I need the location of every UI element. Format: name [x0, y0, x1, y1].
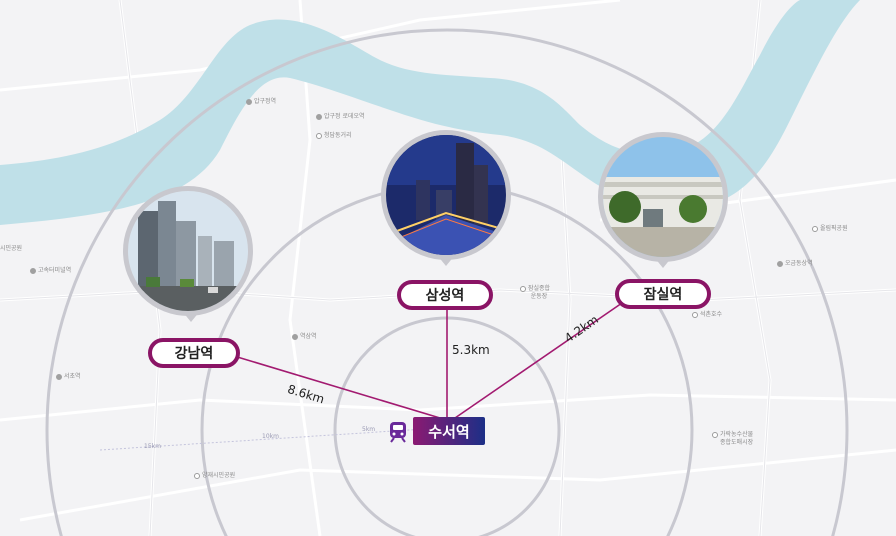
- station-label-jamsil[interactable]: 잠실역: [615, 279, 711, 309]
- gangnam-photo-image: [128, 191, 248, 311]
- poi-ogeum: 오금동상역: [777, 260, 813, 268]
- poi-dot-icon: [712, 431, 718, 438]
- poi-dot-icon: [30, 267, 36, 274]
- poi-garak: 가락농수산물 종합도매시장: [712, 431, 753, 447]
- poi-left-edge: 시민공원: [0, 245, 23, 252]
- poi-express-bus: 고속터미널역: [30, 267, 71, 275]
- samseong-photo-image: [386, 135, 506, 255]
- station-badge-suseo[interactable]: 수서역: [413, 417, 485, 445]
- poi-dot-icon: [194, 472, 200, 479]
- ring-label-15km: 15km: [144, 443, 161, 450]
- poi-olympic-park: 올림픽공원: [812, 225, 848, 233]
- poi-dot-icon: [520, 285, 526, 292]
- station-label-gangnam[interactable]: 강남역: [148, 338, 240, 368]
- poi-dot-icon: [316, 132, 322, 139]
- jamsil-pointer: [654, 257, 672, 268]
- poi-dot-icon: [777, 260, 783, 267]
- poi-dot-icon: [812, 225, 818, 232]
- poi-dot-icon: [56, 373, 62, 380]
- poi-yeoksam: 역삼역: [292, 333, 317, 341]
- poi-yangjae: 양재시민공원: [194, 472, 235, 480]
- connector-lines: [233, 302, 623, 419]
- samseong-pointer: [437, 255, 455, 266]
- poi-apgujeong-rodeo: 압구정 로데오역: [316, 113, 365, 121]
- poi-seokchon: 석촌호수: [692, 311, 722, 319]
- poi-dot-icon: [292, 333, 298, 340]
- ring-label-10km: 10km: [262, 433, 279, 440]
- station-label-samseong[interactable]: 삼성역: [397, 280, 493, 310]
- poi-seocho: 서초역: [56, 373, 81, 381]
- gangnam-photo: [123, 186, 253, 316]
- ring-label-5km: 5km: [362, 426, 376, 433]
- poi-dot-icon: [692, 311, 698, 318]
- line-gangnam: [233, 355, 441, 419]
- gangnam-pointer: [182, 311, 200, 322]
- samseong-photo: [381, 130, 511, 260]
- line-jamsil: [454, 302, 623, 419]
- jamsil-photo-image: [603, 137, 723, 257]
- distance-samseong: 5.3km: [452, 343, 490, 357]
- poi-dot-icon: [246, 98, 252, 105]
- poi-dot-icon: [316, 113, 322, 120]
- poi-cheongdam: 청담동거리: [316, 132, 352, 140]
- poi-apgujeong: 압구정역: [246, 98, 276, 106]
- train-icon: [386, 420, 410, 444]
- jamsil-photo: [598, 132, 728, 262]
- radius-guide: [99, 427, 441, 451]
- poi-sports-complex: 잠실종합 운동장: [520, 285, 550, 301]
